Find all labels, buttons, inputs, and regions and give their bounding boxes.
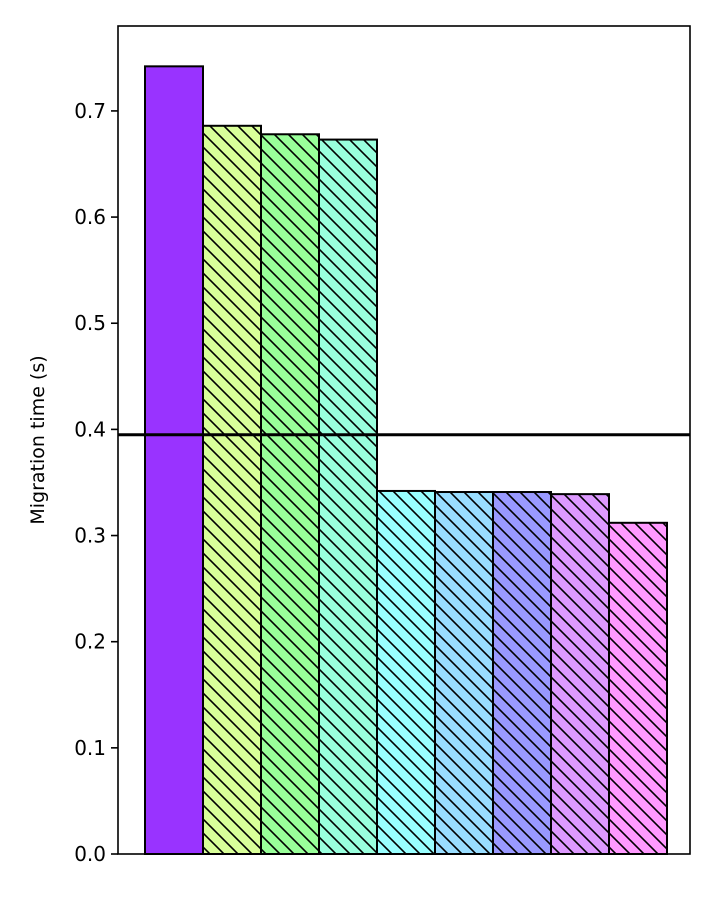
y-tick-label-4: 0.4 bbox=[74, 417, 106, 441]
bar-3-hatch bbox=[261, 134, 319, 854]
y-tick-label-7: 0.7 bbox=[74, 99, 106, 123]
bar-4 bbox=[318, 138, 378, 856]
bar-1-fill bbox=[145, 66, 203, 855]
y-tick-label-0: 0.0 bbox=[74, 842, 106, 866]
bar-8-hatch bbox=[551, 494, 609, 854]
y-axis-label: Migration time (s) bbox=[27, 355, 49, 524]
bar-7-hatch bbox=[493, 492, 551, 854]
y-tick-label-2: 0.2 bbox=[74, 630, 106, 654]
bar-5 bbox=[376, 489, 436, 855]
y-tick-label-3: 0.3 bbox=[74, 524, 106, 548]
bar-9-hatch bbox=[609, 522, 667, 854]
axes-frame bbox=[117, 25, 691, 855]
y-tick-label-1: 0.1 bbox=[74, 736, 106, 760]
bar-3 bbox=[260, 133, 320, 855]
bar-6-hatch bbox=[435, 492, 493, 854]
bar-4-hatch bbox=[319, 139, 377, 855]
y-tick-label-6: 0.6 bbox=[74, 205, 106, 229]
y-tick-label-5: 0.5 bbox=[74, 311, 106, 335]
bar-7 bbox=[492, 491, 552, 855]
bar-2-hatch bbox=[203, 125, 261, 855]
bar-2 bbox=[202, 124, 262, 856]
plot-area bbox=[117, 25, 691, 856]
bar-5-hatch bbox=[377, 490, 435, 854]
bars bbox=[144, 65, 668, 856]
bar-6 bbox=[434, 491, 494, 855]
bar-8 bbox=[550, 493, 610, 855]
bar-1 bbox=[144, 65, 204, 856]
bar-9 bbox=[608, 521, 668, 855]
y-axis: 0.0 0.1 0.2 0.3 0.4 0.5 0.6 0.7 bbox=[74, 99, 118, 866]
